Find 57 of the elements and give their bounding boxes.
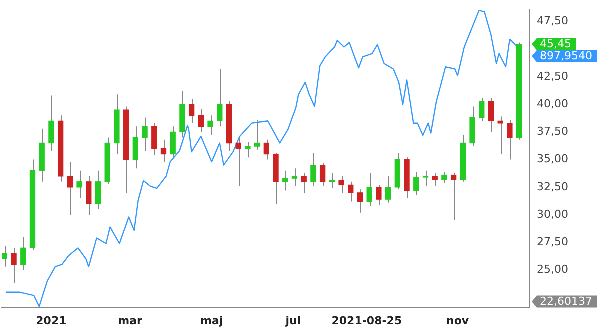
candlestick — [264, 139, 270, 160]
candlestick — [236, 137, 242, 187]
candlestick — [479, 97, 485, 122]
candlestick — [67, 162, 73, 216]
candlestick — [217, 68, 223, 128]
x-tick-label: 2021 — [36, 314, 67, 328]
candlestick — [488, 97, 494, 133]
y-tick-label: 47,50 — [537, 14, 568, 28]
candlestick — [170, 126, 176, 158]
candlestick — [95, 170, 102, 210]
candlestick — [11, 248, 17, 284]
y-tick-label: 25,00 — [537, 263, 568, 276]
candlestick — [254, 120, 260, 150]
candlestick — [208, 115, 214, 136]
y-tick-label: 30,00 — [537, 208, 568, 221]
candlestick — [366, 172, 372, 207]
candlestick — [442, 171, 448, 184]
candlestick — [432, 172, 438, 187]
candlestick — [450, 172, 457, 222]
candlestick — [2, 245, 8, 268]
candlestick — [310, 152, 316, 187]
candlestick — [422, 170, 429, 187]
candlestick — [338, 176, 344, 194]
candlestick — [320, 162, 326, 187]
y-tick-label: 32,50 — [537, 180, 568, 194]
candlestick — [507, 120, 513, 160]
candlestick — [142, 117, 148, 152]
candlestick — [188, 98, 195, 124]
x-tick-label: jul — [284, 314, 302, 328]
candlestick — [152, 122, 158, 156]
candlestick — [86, 176, 92, 216]
y-tick-label: 37,50 — [537, 125, 568, 138]
candlestick — [301, 172, 307, 194]
candlestick — [414, 171, 420, 196]
y-tick-label: 35,00 — [537, 152, 568, 166]
candlestick — [132, 126, 138, 170]
text: 45,45 — [540, 38, 572, 51]
y-tick-label: 42,50 — [537, 70, 568, 83]
candlestick — [245, 142, 251, 158]
candlestick — [160, 139, 167, 163]
y-tick-label: 27,50 — [537, 235, 568, 248]
candlestick — [376, 184, 382, 206]
candlestick — [292, 168, 298, 187]
candlestick — [20, 236, 26, 271]
x-tick-label: maj — [200, 314, 224, 328]
text: 897,9540 — [540, 50, 592, 63]
x-tick-label: mar — [118, 314, 144, 328]
candlestick — [48, 95, 54, 152]
candlestick — [76, 170, 82, 199]
x-tick-label: nov — [446, 314, 470, 328]
candlestick — [348, 181, 354, 202]
text: 22,60137 — [540, 295, 592, 308]
candlestick — [357, 189, 364, 214]
candlestick — [198, 108, 204, 133]
x-tick-label: 2021-08-25 — [332, 314, 402, 328]
y-tick-label: 40,00 — [537, 97, 568, 110]
candlestick — [385, 176, 392, 204]
